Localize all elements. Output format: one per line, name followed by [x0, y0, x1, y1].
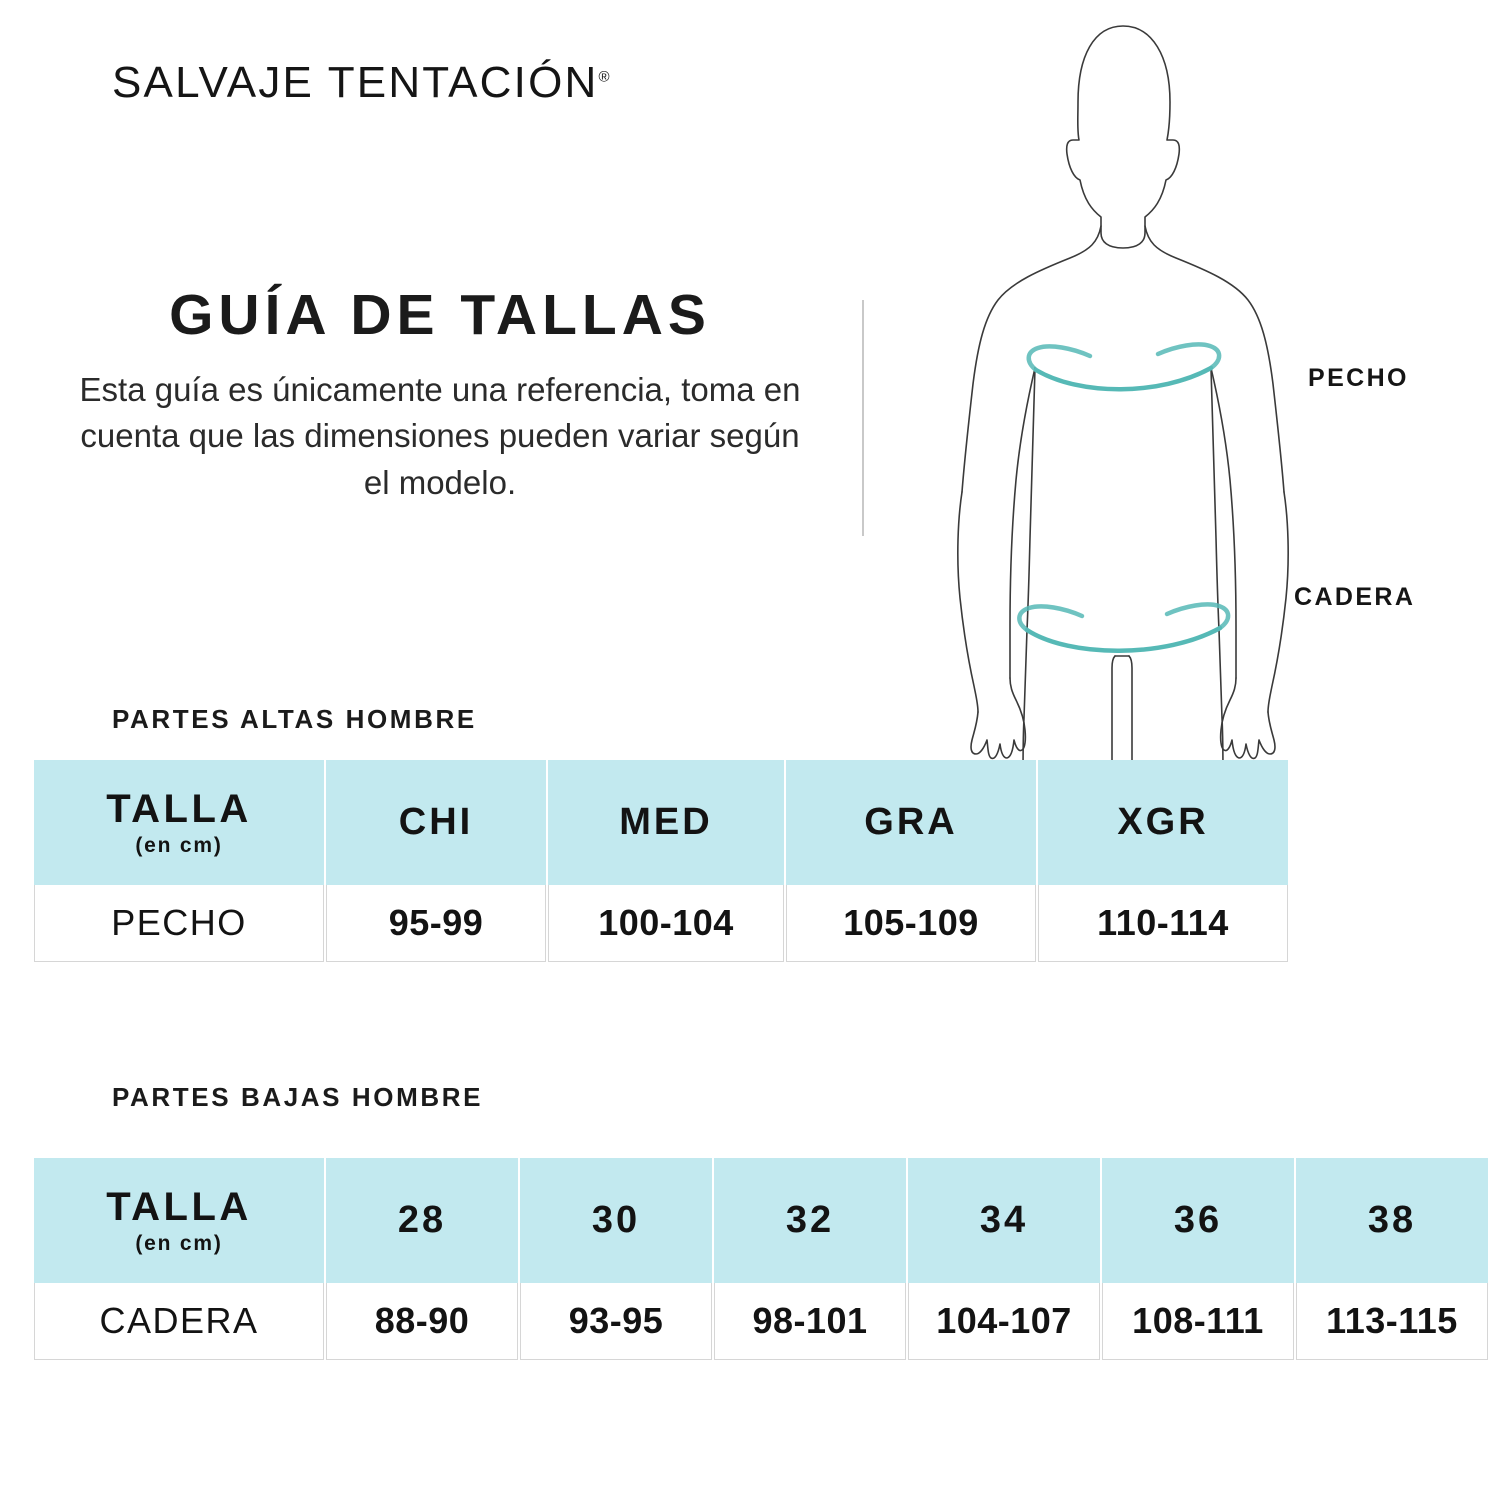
table-bajas-header: TALLA (en cm) 28 30 32 34 36 38 [34, 1158, 1488, 1283]
cell-cadera-38: 113-115 [1296, 1283, 1488, 1360]
cell-cadera-28: 88-90 [326, 1283, 518, 1360]
header-cell-size-med: MED [548, 760, 784, 885]
left-shoulder-outline [961, 225, 1102, 493]
left-torso-side [1026, 367, 1036, 631]
header-talla-label: TALLA [106, 786, 252, 831]
header-cell-talla: TALLA (en cm) [34, 760, 324, 885]
left-arm-outer [957, 491, 979, 713]
section-heading-partes-altas: PARTES ALTAS HOMBRE [112, 704, 477, 734]
size-table-partes-bajas: TALLA (en cm) 28 30 32 34 36 38 CADERA 8… [32, 1158, 1490, 1360]
header-talla-unit: (en cm) [135, 1231, 223, 1255]
right-shoulder-outline [1144, 225, 1285, 493]
table-header-row: TALLA (en cm) 28 30 32 34 36 38 [34, 1158, 1488, 1283]
cell-pecho-chi: 95-99 [326, 885, 546, 962]
table-altas-header: TALLA (en cm) CHI MED GRA XGR [34, 760, 1288, 885]
header-talla-label: TALLA [106, 1184, 252, 1229]
page-title: GUÍA DE TALLAS [169, 283, 711, 347]
header-cell-size-chi: CHI [326, 760, 546, 885]
body-outline-svg [957, 25, 1289, 778]
male-body-diagram [930, 18, 1300, 778]
cell-cadera-36: 108-111 [1102, 1283, 1294, 1360]
cell-cadera-32: 98-101 [714, 1283, 906, 1360]
header-cell-size-34: 34 [908, 1158, 1100, 1283]
header-cell-size-30: 30 [520, 1158, 712, 1283]
cell-pecho-gra: 105-109 [786, 885, 1036, 962]
table-altas-body: PECHO 95-99 100-104 105-109 110-114 [34, 885, 1288, 962]
table-row: PECHO 95-99 100-104 105-109 110-114 [34, 885, 1288, 962]
table-bajas-body: CADERA 88-90 93-95 98-101 104-107 108-11… [34, 1283, 1488, 1360]
brand-logo: SALVAJE TENTACIÓN® [112, 58, 610, 108]
header-cell-size-gra: GRA [786, 760, 1036, 885]
header-cell-size-28: 28 [326, 1158, 518, 1283]
intro-description: Esta guía es únicamente una referencia, … [79, 370, 801, 502]
registered-trademark-icon: ® [598, 68, 610, 86]
header-cell-size-xgr: XGR [1038, 760, 1288, 885]
left-hand-outline [970, 677, 1027, 760]
header-cell-size-36: 36 [1102, 1158, 1294, 1283]
measurement-label-pecho: PECHO [1308, 364, 1409, 392]
cell-pecho-med: 100-104 [548, 885, 784, 962]
brand-name: SALVAJE TENTACIÓN [112, 58, 599, 107]
cell-cadera-34: 104-107 [908, 1283, 1100, 1360]
vertical-divider [862, 300, 864, 536]
hip-measure-band [1017, 602, 1231, 653]
header-cell-size-32: 32 [714, 1158, 906, 1283]
right-arm-inner [1210, 367, 1237, 679]
table-row: CADERA 88-90 93-95 98-101 104-107 108-11… [34, 1283, 1488, 1360]
cell-cadera-30: 93-95 [520, 1283, 712, 1360]
intro-block: GUÍA DE TALLAS Esta guía es únicamente u… [70, 283, 810, 507]
right-torso-side [1210, 367, 1220, 631]
row-label-pecho: PECHO [34, 885, 324, 962]
right-leg-outline [1218, 629, 1224, 778]
inner-left-leg [1111, 655, 1116, 778]
measurement-label-cadera: CADERA [1294, 583, 1416, 611]
size-table-partes-altas: TALLA (en cm) CHI MED GRA XGR PECHO 95-9… [32, 760, 1290, 962]
chest-measure-band [1026, 342, 1222, 392]
section-heading-partes-bajas: PARTES BAJAS HOMBRE [112, 1082, 484, 1112]
right-arm-outer [1267, 491, 1289, 713]
left-arm-inner [1009, 367, 1036, 679]
header-cell-size-38: 38 [1296, 1158, 1488, 1283]
cell-pecho-xgr: 110-114 [1038, 885, 1288, 962]
inner-right-leg [1128, 655, 1133, 778]
row-label-cadera: CADERA [34, 1283, 324, 1360]
header-cell-talla: TALLA (en cm) [34, 1158, 324, 1283]
table-header-row: TALLA (en cm) CHI MED GRA XGR [34, 760, 1288, 885]
right-hand-outline [1219, 677, 1276, 760]
body-outline-paths [957, 25, 1289, 778]
left-leg-outline [1022, 629, 1028, 778]
head-outline [1065, 25, 1181, 249]
header-talla-unit: (en cm) [135, 833, 223, 857]
